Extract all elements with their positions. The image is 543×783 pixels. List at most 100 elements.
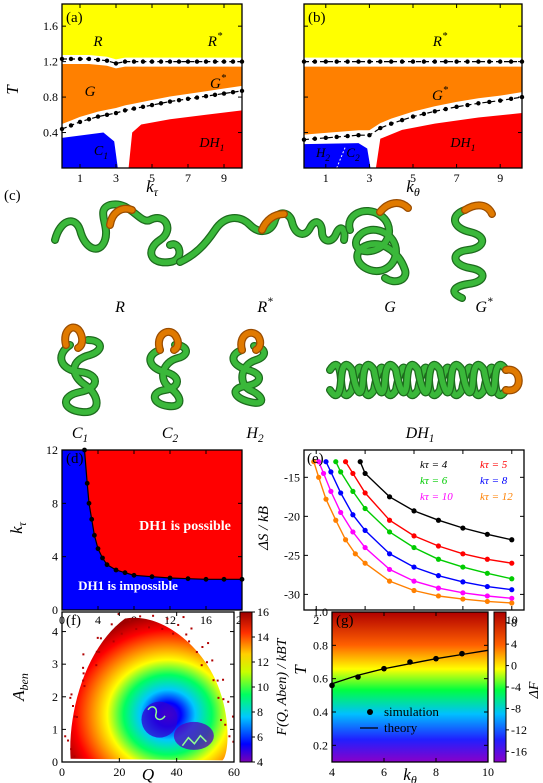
e-series-point [320,470,327,477]
d-regions: DH1 is possible DH1 is impossible [62,447,245,610]
d-boundary-point [100,555,105,561]
b-boundary-line [303,96,523,141]
region-DH1-b [375,113,522,168]
g-legend-theory: theory [384,720,418,735]
a-boundary-point [185,59,191,64]
label-G-star: G* [210,73,227,92]
e-legend-entry: kτ = 12 [480,491,513,503]
e-series-point [435,585,442,591]
e-series-point [435,573,442,579]
e-ytick-label: -20 [284,509,300,523]
g-ytick-label: 1.0 [313,605,328,619]
e-series-point [316,459,322,465]
a-boundary-point [149,59,155,64]
f-edge-cell [148,626,150,629]
conf-G-cap [377,200,411,215]
e-series-point [328,488,334,494]
a-boundary-point [104,112,110,118]
g-legend-sim-marker [367,709,373,715]
e-series-point [352,551,358,557]
g-simulation-point [459,650,465,657]
a-boundary-point [131,106,137,111]
b-boundary-point [356,133,361,138]
f-xlabel: Q [142,765,154,783]
b-boundary-point [356,59,361,64]
panel-label-g: (g) [336,613,354,629]
conf-Rstar-chain [177,210,348,265]
f-edge-cell [82,672,85,675]
b-xtick-label: 1 [323,171,329,185]
f-edge-cell [228,735,231,738]
f-edge-cell [211,659,214,662]
e-series-point [357,459,363,465]
e-series-line [359,461,512,541]
e-series-point [460,596,466,602]
b-boundary-point [465,59,470,64]
e-series-point [386,578,393,584]
e-ylabel: ΔS / kB [256,506,272,551]
region-R-star [304,4,522,58]
e-series-point [338,509,344,516]
d-ytick-label: 4 [52,550,58,564]
e-series-point [338,490,344,496]
e-series-point [411,564,417,570]
f-heatmap [64,613,235,761]
f-edge-cell [76,715,79,718]
b-boundary-point [498,98,503,103]
d-boundary-point [203,576,209,582]
e-series-point [509,560,515,566]
e-series-point [386,517,393,523]
d-ylabel: kτ [7,521,29,534]
e-series-point [435,593,442,599]
g-xtick-label: 8 [433,765,439,779]
region-H2-C2 [304,143,371,168]
g-colorbar-tick-label: 0 [511,659,517,673]
g-colorbar-label: ΔF [527,681,542,699]
label-b-R-star: R* [432,31,448,50]
f-colorbar-tick-label: 4 [257,755,263,769]
b-boundary-point [334,134,339,140]
e-series-point [435,517,442,523]
a-regions [62,4,242,168]
f-edge-cell [82,653,85,656]
e-series-point [362,560,368,566]
f-edge-cell [70,693,73,696]
f-edge-cell [112,640,115,643]
a-boundary-point [203,59,209,64]
a-xtick-label: 9 [221,171,227,185]
b-xtick-label: 9 [497,171,503,185]
f-edge-cell [67,739,70,742]
g-colorbar-tick-label: -8 [511,701,521,715]
a-boundary-point [176,97,182,103]
f-edge-cell [82,679,85,682]
a-boundary-point [176,59,182,64]
f-edge-cell [117,613,120,616]
e-series-point [350,470,356,477]
e-frame [303,449,525,611]
e-legend-entry: kτ = 5 [480,459,508,471]
g-simulation-point [433,655,439,662]
d-boundary-point [185,576,191,582]
f-edge-cell [224,723,227,726]
region-C1 [62,132,118,168]
a-boundary-point [212,59,218,64]
f-frame [61,611,235,763]
f-edge-cell [182,616,185,619]
f-xtick-label: 20 [113,765,125,779]
e-ytick-label: -25 [284,548,300,562]
b-boundary-point [345,59,350,64]
f-edge-cell [95,664,98,667]
e-series-point [509,587,515,593]
f-edge-cell [69,696,72,699]
conf-C2-cap [156,329,181,353]
label-R-star: R* [207,31,223,50]
e-series-point [316,474,322,480]
e-series-point [411,578,417,584]
f-ytick-label: 4 [52,625,58,639]
f-edge-cell [70,748,73,751]
b-boundary-point [421,59,427,64]
a-xlabel: kτ [146,177,159,199]
phase-diagram-b: 1 3 5 7 9 kθ R* G* H2 C2 DH1 (b) [301,3,525,199]
f-edge-cell [73,715,76,718]
label-H2: H2 [315,145,330,163]
